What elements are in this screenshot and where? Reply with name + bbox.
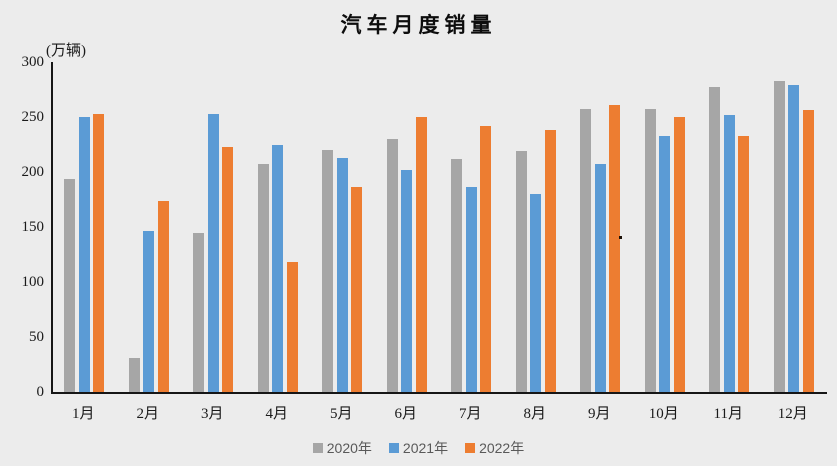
bar-2022年-12月 <box>802 110 814 392</box>
bar-2020年-11月 <box>709 87 720 392</box>
bar-2020年-9月 <box>580 109 591 392</box>
bar-2022年-11月 <box>738 135 749 392</box>
legend-label: 2020年 <box>326 440 372 456</box>
bar-group-6月 <box>386 117 427 392</box>
bar-group-4月 <box>257 144 298 392</box>
legend-item-2021年: 2021年 <box>388 438 449 458</box>
bar-2021年-2月 <box>143 231 154 392</box>
x-axis-label-4月: 4月 <box>265 406 288 422</box>
bar-2020年-8月 <box>515 151 527 392</box>
bar-2022年-9月 <box>609 104 620 392</box>
bar-2020年-12月 <box>773 80 785 392</box>
x-axis-label-3月: 3月 <box>200 406 224 422</box>
bar-2021年-1月 <box>78 117 90 392</box>
bar-group-8月 <box>515 130 556 392</box>
bar-group-9月 <box>580 104 620 392</box>
legend-swatch-icon <box>312 443 323 453</box>
bar-2020年-5月 <box>322 150 333 392</box>
bar-2021年-9月 <box>594 164 606 392</box>
bar-group-12月 <box>773 80 814 392</box>
bar-2020年-7月 <box>451 158 462 392</box>
bar-group-3月 <box>193 113 233 392</box>
bar-2021年-6月 <box>401 169 412 392</box>
x-axis-label-9月: 9月 <box>587 406 611 422</box>
bar-2022年-1月 <box>93 113 104 392</box>
bar-2022年-7月 <box>480 125 491 392</box>
bar-2022年-6月 <box>415 117 427 392</box>
legend: 2020年 2021年 2022年 <box>0 438 837 458</box>
bar-group-10月 <box>644 109 685 392</box>
bar-2022年-2月 <box>157 200 169 392</box>
bar-2021年-12月 <box>788 85 799 392</box>
bar-2022年-5月 <box>351 187 362 392</box>
x-axis-label-10月: 10月 <box>648 406 679 422</box>
bar-group-11月 <box>709 87 749 392</box>
bar-2020年-10月 <box>644 109 656 392</box>
bar-group-1月 <box>64 113 104 392</box>
cursor-artifact <box>619 236 622 239</box>
y-tick-label: 300 <box>21 54 45 70</box>
x-axis-label-2月: 2月 <box>136 406 159 422</box>
x-axis-label-1月: 1月 <box>71 406 95 422</box>
bar-2020年-6月 <box>386 139 398 392</box>
bar-2021年-3月 <box>207 113 219 392</box>
legend-item-2022年: 2022年 <box>465 438 524 458</box>
bar-2022年-3月 <box>222 146 233 392</box>
x-axis-label-12月: 12月 <box>777 406 808 422</box>
bar-2021年-4月 <box>272 144 283 392</box>
legend-swatch-icon <box>388 443 399 453</box>
bar-2020年-4月 <box>257 164 269 392</box>
y-tick-label: 200 <box>21 164 45 180</box>
bar-group-5月 <box>322 150 362 392</box>
y-tick-label: 0 <box>36 384 45 400</box>
legend-label: 2022年 <box>479 440 525 456</box>
bar-2020年-1月 <box>64 178 75 392</box>
bar-2022年-4月 <box>286 262 298 392</box>
bar-2022年-8月 <box>544 130 556 392</box>
x-axis-label-7月: 7月 <box>458 406 482 422</box>
bar-2022年-10月 <box>673 117 685 392</box>
bar-group-2月 <box>128 200 169 392</box>
bar-2021年-8月 <box>530 194 541 392</box>
bar-2020年-2月 <box>128 357 140 392</box>
x-axis-label-5月: 5月 <box>329 406 353 422</box>
y-axis-unit-label: (万辆) <box>46 43 86 59</box>
legend-swatch-icon <box>465 443 476 453</box>
x-axis-label-8月: 8月 <box>523 406 546 422</box>
legend-item-2020年: 2020年 <box>312 438 372 458</box>
legend-label: 2021年 <box>402 440 449 456</box>
x-axis-label-6月: 6月 <box>394 406 417 422</box>
y-tick-label: 150 <box>21 219 45 235</box>
bar-2021年-11月 <box>723 114 735 392</box>
y-tick-label: 100 <box>21 274 45 290</box>
x-axis-label-11月: 11月 <box>713 406 743 422</box>
y-tick-label: 50 <box>29 329 44 345</box>
bar-2021年-10月 <box>659 135 670 392</box>
y-tick-label: 250 <box>21 109 45 125</box>
bar-group-7月 <box>451 125 491 392</box>
bar-2021年-5月 <box>336 157 348 392</box>
bar-2021年-7月 <box>465 187 477 392</box>
chart-title: 汽车月度销量 <box>340 13 497 37</box>
bar-2020年-3月 <box>193 232 204 392</box>
plot-area <box>51 62 827 394</box>
